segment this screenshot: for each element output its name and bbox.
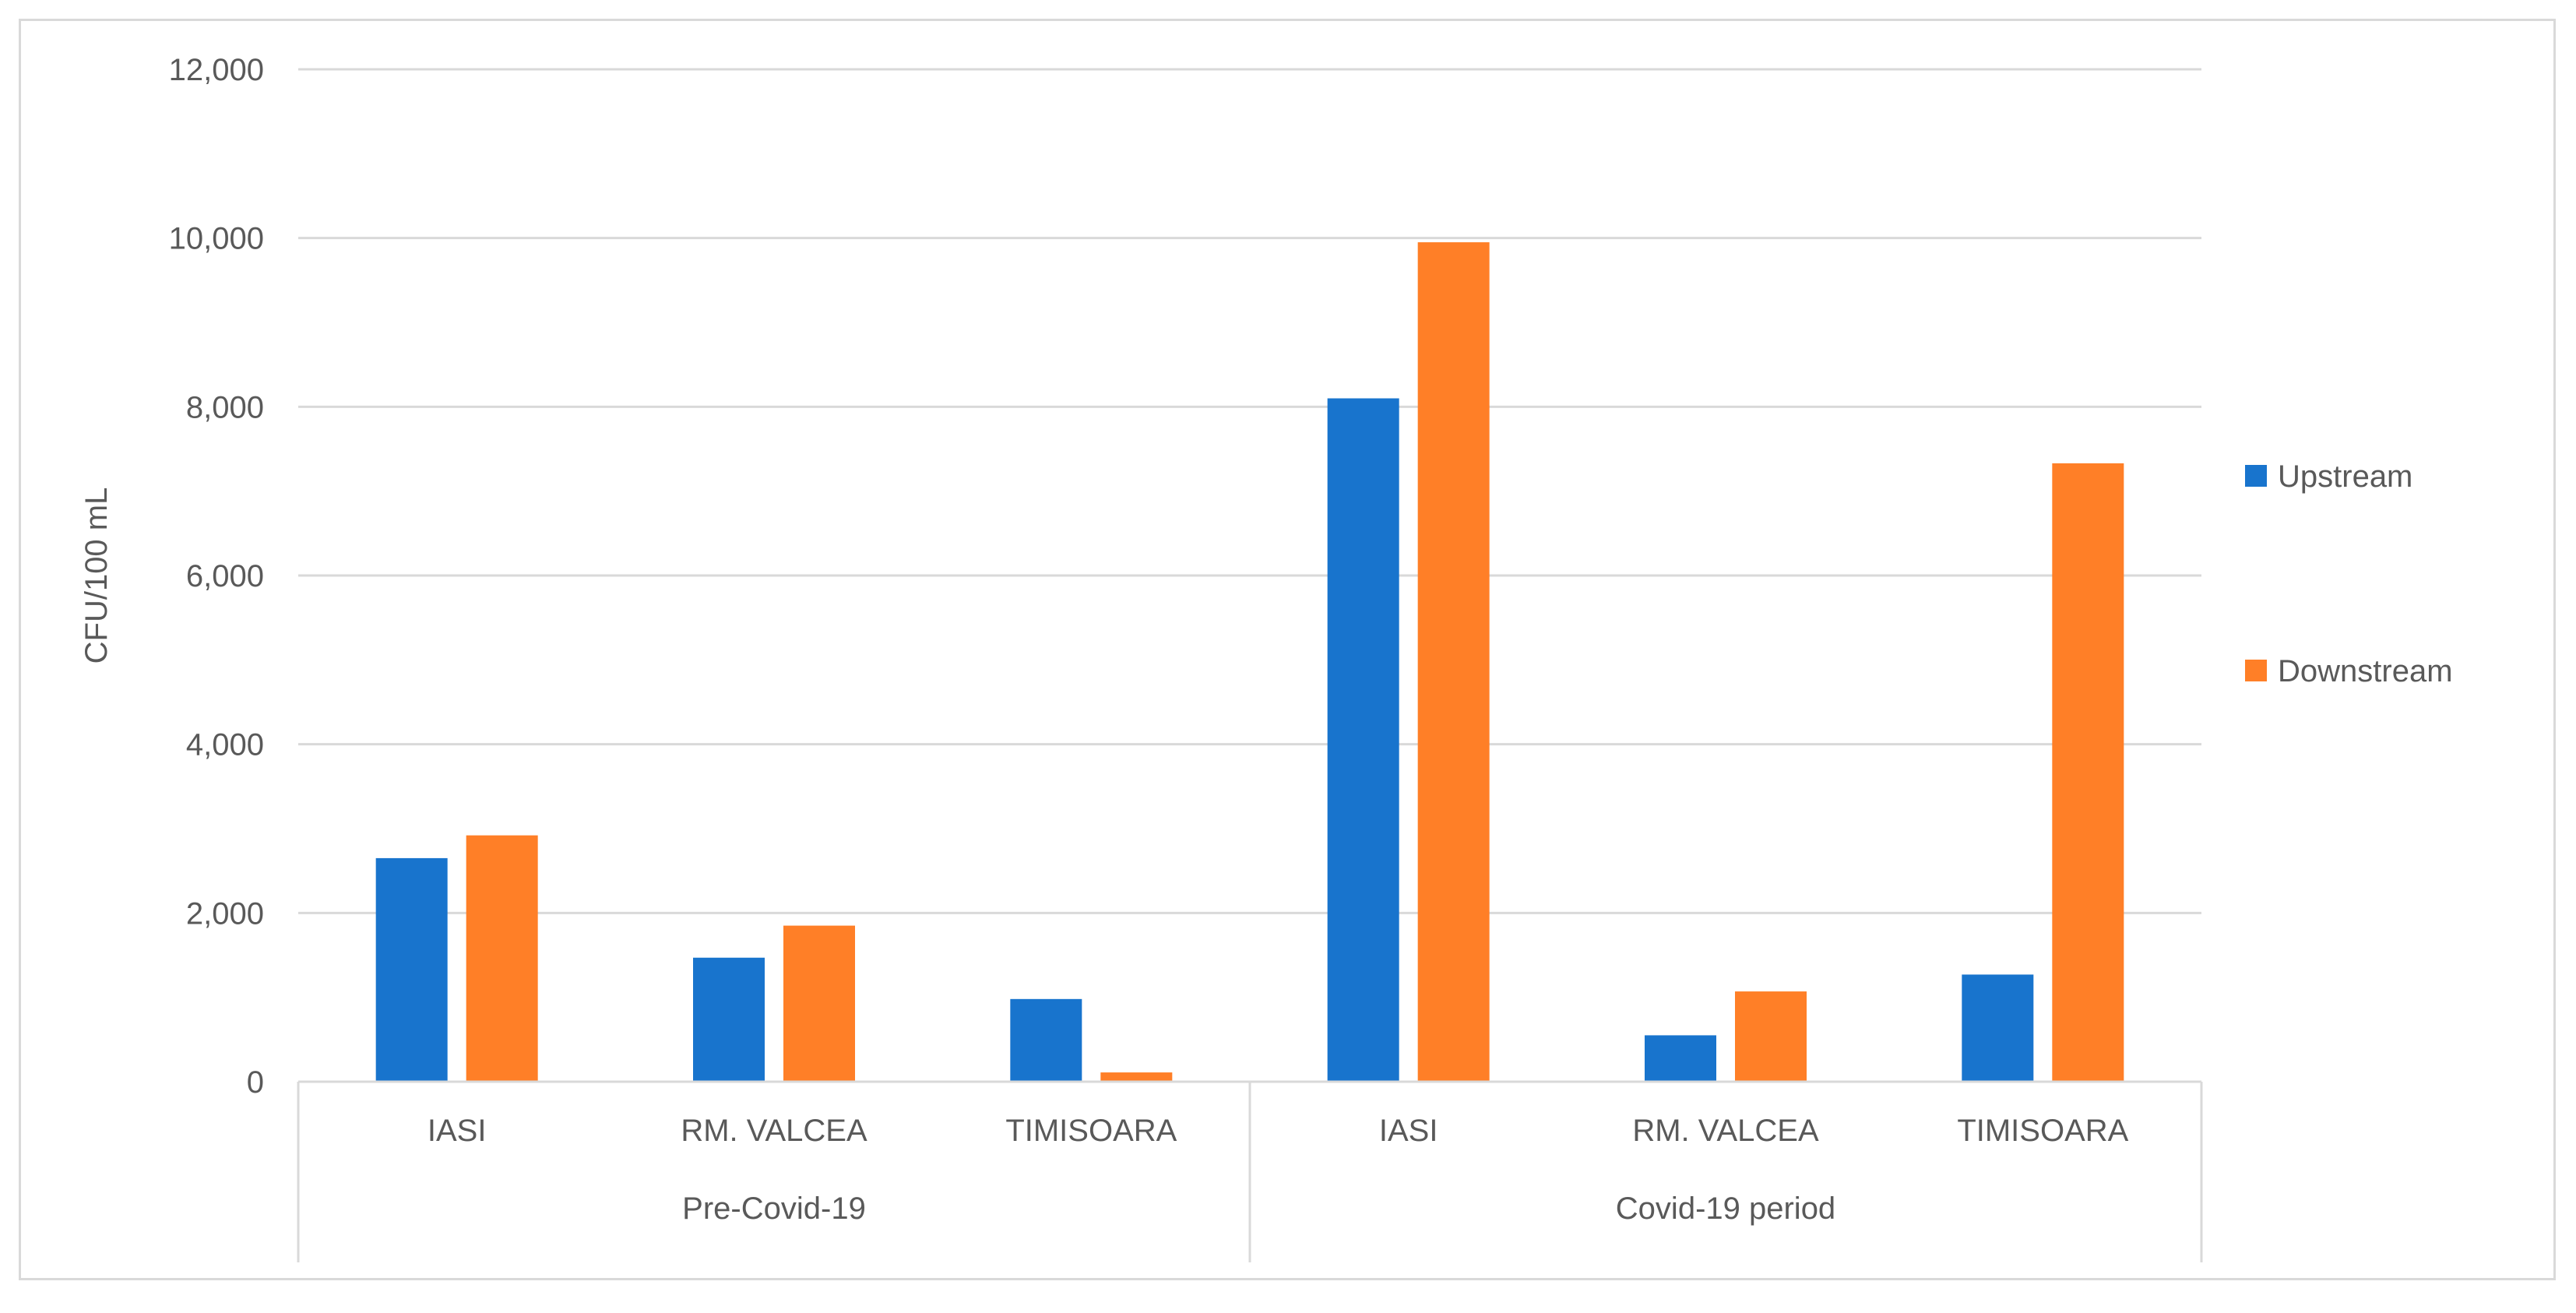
bar-upstream [1327, 398, 1399, 1082]
legend-label-downstream: Downstream [2278, 654, 2453, 688]
y-tick-label: 10,000 [169, 222, 264, 256]
y-axis-ticks: 0 2,000 4,000 6,000 8,000 10,000 12,000 [169, 53, 264, 1100]
legend: Upstream Downstream [2245, 459, 2453, 688]
bar-downstream [2052, 463, 2124, 1082]
legend-swatch-downstream [2245, 660, 2267, 681]
bar-downstream [1100, 1072, 1173, 1082]
legend-label-upstream: Upstream [2278, 459, 2412, 494]
legend-swatch-upstream [2245, 465, 2267, 487]
y-tick-label: 2,000 [186, 896, 264, 931]
x-group-label: Pre-Covid-19 [682, 1192, 866, 1226]
bar-chart: IASI RM. VALCEA TIMISOARA IASI RM. VALCEA TIM… [79, 53, 2453, 1262]
bar-downstream [466, 835, 538, 1082]
y-tick-label: 6,000 [186, 559, 264, 593]
gridlines [298, 68, 2201, 914]
bars [375, 242, 2124, 1082]
x-tick-label: RM. VALCEA [681, 1114, 867, 1148]
bar-upstream [1010, 998, 1082, 1082]
bar-downstream [1735, 991, 1807, 1082]
bar-upstream [1645, 1035, 1716, 1082]
y-axis-title: CFU/100 mL [79, 488, 114, 664]
x-tick-label: TIMISOARA [1005, 1114, 1177, 1148]
bar-downstream [1417, 242, 1490, 1082]
bar-upstream [375, 857, 448, 1082]
y-tick-label: 12,000 [169, 53, 264, 87]
x-tick-label: IASI [428, 1114, 487, 1148]
x-tick-label: IASI [1379, 1114, 1438, 1148]
bar-upstream [1962, 974, 2034, 1082]
y-tick-label: 4,000 [186, 728, 264, 762]
y-tick-label: 0 [247, 1065, 264, 1100]
bar-upstream [693, 957, 765, 1082]
bar-downstream [783, 925, 855, 1082]
x-axis: IASI RM. VALCEA TIMISOARA IASI RM. VALCEA TIM… [297, 1080, 2203, 1262]
x-tick-label: TIMISOARA [1957, 1114, 2128, 1148]
x-tick-label: RM. VALCEA [1632, 1114, 1819, 1148]
chart-frame: IASI RM. VALCEA TIMISOARA IASI RM. VALCEA TIM… [19, 19, 2556, 1280]
x-group-label: Covid-19 period [1616, 1192, 1835, 1226]
y-tick-label: 8,000 [186, 390, 264, 424]
